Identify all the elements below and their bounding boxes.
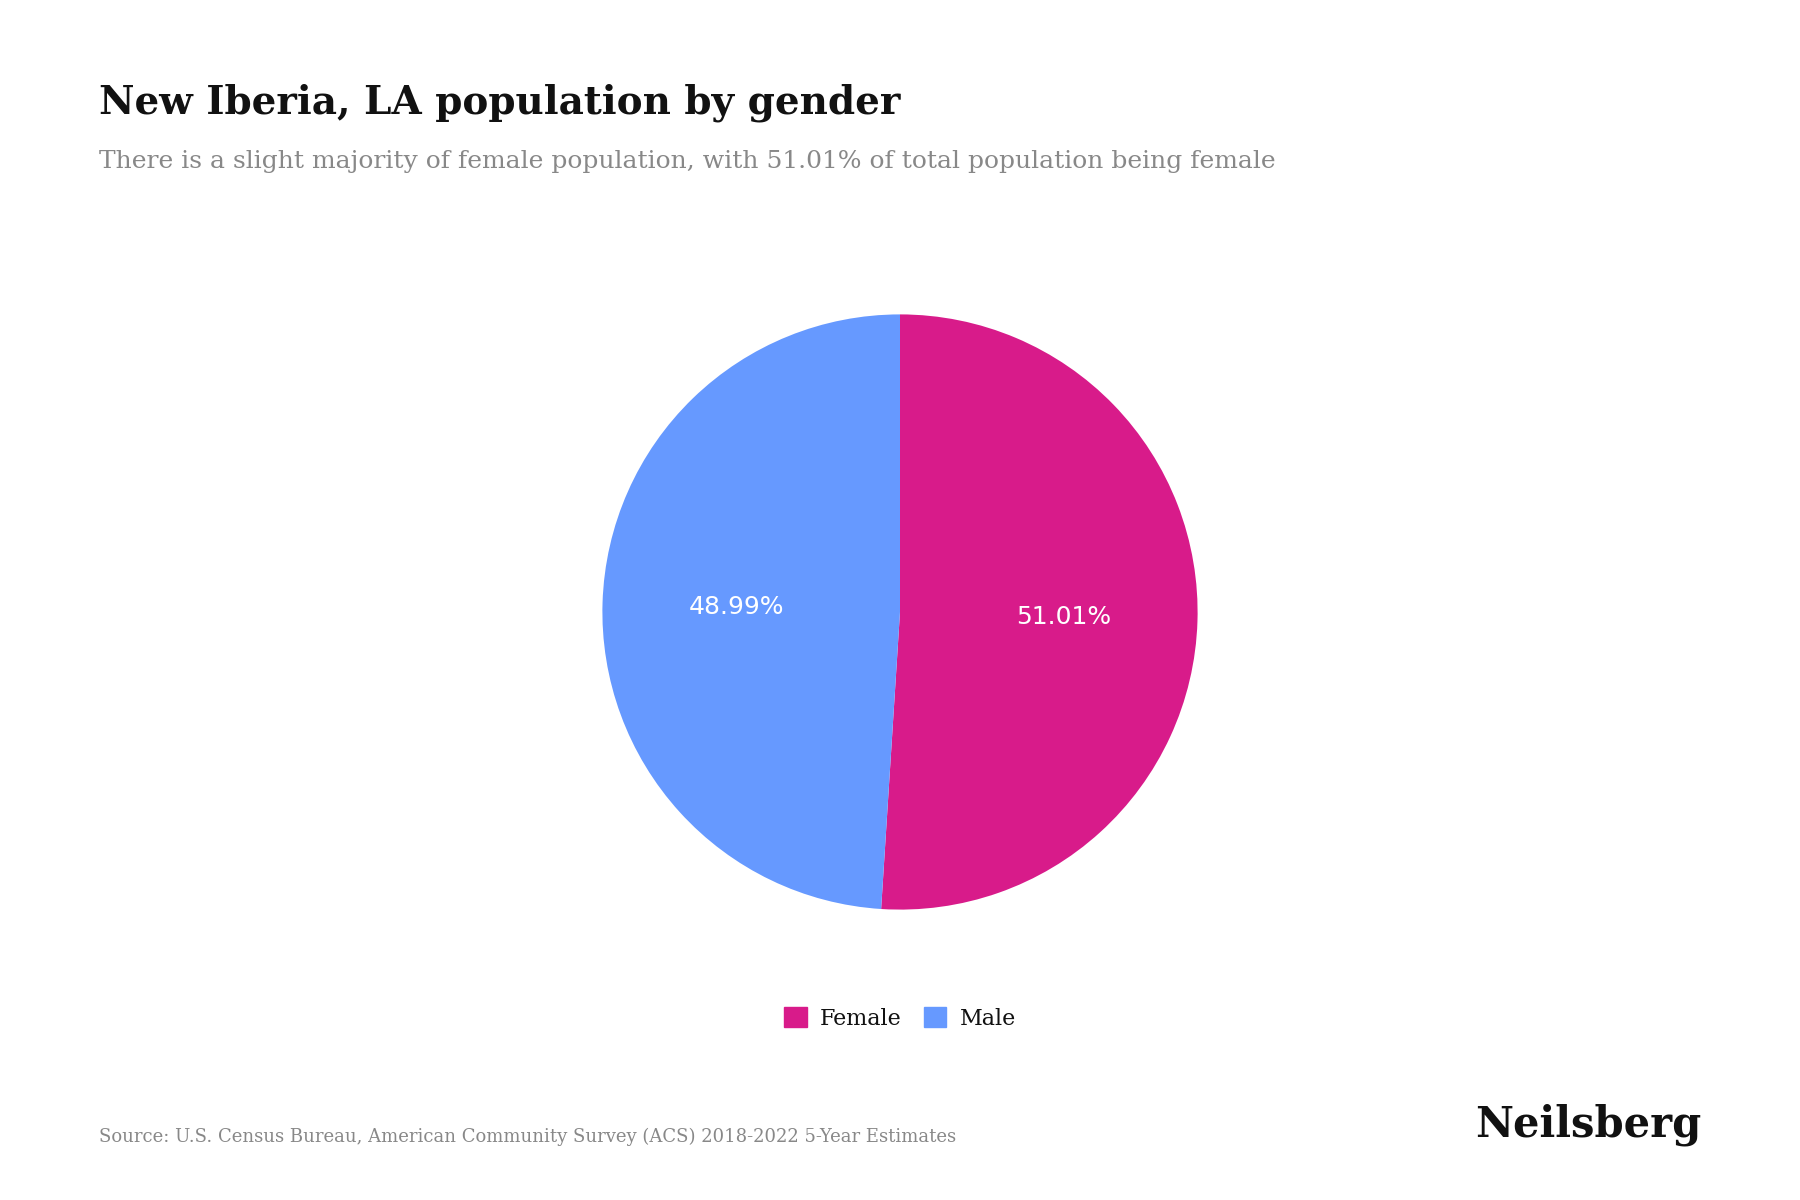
Legend: Female, Male: Female, Male [776,998,1024,1039]
Text: 48.99%: 48.99% [689,595,785,619]
Text: Source: U.S. Census Bureau, American Community Survey (ACS) 2018-2022 5-Year Est: Source: U.S. Census Bureau, American Com… [99,1128,956,1146]
Wedge shape [882,314,1197,910]
Text: Neilsberg: Neilsberg [1474,1104,1701,1146]
Text: There is a slight majority of female population, with 51.01% of total population: There is a slight majority of female pop… [99,150,1276,173]
Wedge shape [603,314,900,910]
Text: 51.01%: 51.01% [1015,605,1111,629]
Text: New Iberia, LA population by gender: New Iberia, LA population by gender [99,84,900,122]
